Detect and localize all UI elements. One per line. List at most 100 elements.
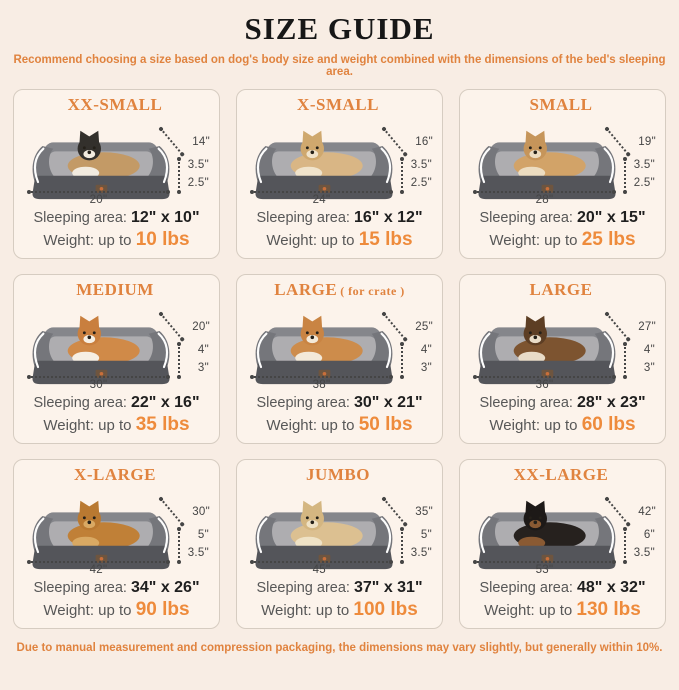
dimension-width-label: 45" — [312, 563, 331, 576]
weight-label: Weight: up to — [43, 417, 132, 435]
sleeping-area-line: Sleeping area: 37" x 31" — [245, 578, 434, 598]
weight-value: 100 lbs — [353, 599, 418, 621]
size-card-small: SMALL — [459, 89, 666, 259]
dog-bed-graphic — [255, 130, 393, 199]
size-name: XX-SMALL — [22, 95, 211, 115]
dog-bed-graphic — [255, 315, 393, 384]
sleeping-area-value: 22" x 16" — [130, 394, 200, 412]
dimension-width-line — [250, 375, 393, 380]
page-subtitle: Recommend choosing a size based on dog's… — [13, 54, 666, 78]
dimension-width-label: 38" — [312, 378, 331, 391]
weight-value: 35 lbs — [135, 414, 190, 436]
size-name: X-SMALL — [245, 95, 434, 115]
sleeping-area-label: Sleeping area: — [256, 395, 350, 412]
dimension-base-height-label: 2.5" — [187, 176, 209, 189]
sleeping-area-label: Sleeping area: — [33, 395, 127, 412]
weight-line: Weight: up to 60 lbs — [468, 414, 657, 437]
sleeping-area-value: 30" x 21" — [353, 394, 423, 412]
dimension-width-label: 42" — [89, 563, 108, 576]
sleeping-area-label: Sleeping area: — [479, 210, 573, 227]
size-name: X-LARGE — [22, 465, 211, 485]
size-name-text: XX-SMALL — [67, 95, 163, 114]
weight-line: Weight: up to 130 lbs — [468, 599, 657, 622]
dimension-base-height-label: 2.5" — [410, 176, 432, 189]
size-name-suffix: ( for crate ) — [340, 284, 405, 298]
sleeping-area-line: Sleeping area: 16" x 12" — [245, 208, 434, 228]
bed-illustration: 25" 4" 3" 38" — [245, 301, 434, 394]
sleeping-area-line: Sleeping area: 12" x 10" — [22, 208, 211, 228]
bed-illustration: 14" 3.5" 2.5" 20" — [22, 116, 211, 209]
dimension-base-height-label: 3.5" — [633, 546, 655, 559]
dimension-base-height-label: 3" — [197, 361, 209, 374]
bed-illustration: 19" 3.5" 2.5" 28" — [468, 116, 657, 209]
dimension-height-line — [400, 341, 404, 379]
weight-line: Weight: up to 50 lbs — [245, 414, 434, 437]
dimension-depth-label: 30" — [192, 505, 210, 518]
dimension-bolster-height-label: 4" — [643, 343, 655, 356]
weight-value: 50 lbs — [358, 414, 413, 436]
dimension-depth-label: 27" — [638, 320, 656, 333]
size-name-text: LARGE — [529, 280, 593, 299]
sleeping-area-line: Sleeping area: 28" x 23" — [468, 393, 657, 413]
dimension-base-height-label: 3.5" — [410, 546, 432, 559]
bed-illustration: 27" 4" 3" 36" — [468, 301, 657, 394]
dimension-base-height-label: 3.5" — [187, 546, 209, 559]
weight-line: Weight: up to 10 lbs — [22, 229, 211, 252]
weight-label: Weight: up to — [489, 232, 578, 250]
sleeping-area-value: 48" x 32" — [576, 579, 646, 597]
size-name-text: X-SMALL — [297, 95, 379, 114]
dimension-width-line — [27, 190, 170, 195]
dimension-depth-label: 20" — [192, 320, 210, 333]
bed-illustration: 16" 3.5" 2.5" 24" — [245, 116, 434, 209]
dimension-width-line — [473, 190, 616, 195]
sleeping-area-value: 34" x 26" — [130, 579, 200, 597]
dimension-bolster-height-label: 4" — [197, 343, 209, 356]
sleeping-area-line: Sleeping area: 30" x 21" — [245, 393, 434, 413]
dimension-height-line — [623, 341, 627, 379]
weight-label: Weight: up to — [261, 602, 350, 620]
size-card-xx-large: XX-LARGE — [459, 459, 666, 629]
size-name-text: LARGE — [274, 280, 338, 299]
golden-retriever-figure — [67, 500, 140, 549]
dimension-height-line — [623, 526, 627, 564]
dimension-width-label: 36" — [535, 378, 554, 391]
size-card-x-small: X-SMALL — [236, 89, 443, 259]
sleeping-area-value: 12" x 10" — [130, 209, 200, 227]
bed-illustration: 20" 4" 3" 30" — [22, 301, 211, 394]
dog-bed-graphic — [32, 315, 170, 384]
sleeping-area-line: Sleeping area: 22" x 16" — [22, 393, 211, 413]
dimension-height-line — [400, 156, 404, 194]
sleeping-area-label: Sleeping area: — [256, 580, 350, 597]
dimension-depth-label: 35" — [415, 505, 433, 518]
page-title: SIZE GUIDE — [244, 11, 435, 46]
size-name: XX-LARGE — [468, 465, 657, 485]
sleeping-area-line: Sleeping area: 48" x 32" — [468, 578, 657, 598]
dimension-bolster-height-label: 5" — [197, 528, 209, 541]
weight-label: Weight: up to — [43, 232, 132, 250]
dimension-width-line — [250, 190, 393, 195]
dimension-base-height-label: 2.5" — [633, 176, 655, 189]
size-card-large: LARGE — [459, 274, 666, 444]
dimension-width-label: 20" — [89, 193, 108, 206]
dimension-height-line — [177, 341, 181, 379]
dimension-base-height-label: 3" — [643, 361, 655, 374]
dimension-height-line — [177, 156, 181, 194]
dimension-depth-label: 42" — [638, 505, 656, 518]
sleeping-area-value: 28" x 23" — [576, 394, 646, 412]
collie-figure — [513, 315, 586, 364]
dimension-bolster-height-label: 3.5" — [633, 158, 655, 171]
sleeping-area-value: 37" x 31" — [353, 579, 423, 597]
bed-illustration: 30" 5" 3.5" 42" — [22, 486, 211, 579]
dimension-width-label: 28" — [535, 193, 554, 206]
dimension-width-line — [27, 560, 170, 565]
size-name: MEDIUM — [22, 280, 211, 300]
dog-bed-graphic — [478, 130, 616, 199]
sleeping-area-label: Sleeping area: — [479, 395, 573, 412]
dimension-base-height-label: 3" — [420, 361, 432, 374]
size-name-text: MEDIUM — [76, 280, 154, 299]
size-card-jumbo: JUMBO — [236, 459, 443, 629]
dimension-depth-label: 14" — [192, 135, 210, 148]
weight-label: Weight: up to — [266, 232, 355, 250]
sleeping-area-line: Sleeping area: 20" x 15" — [468, 208, 657, 228]
dimension-width-label: 53" — [535, 563, 554, 576]
